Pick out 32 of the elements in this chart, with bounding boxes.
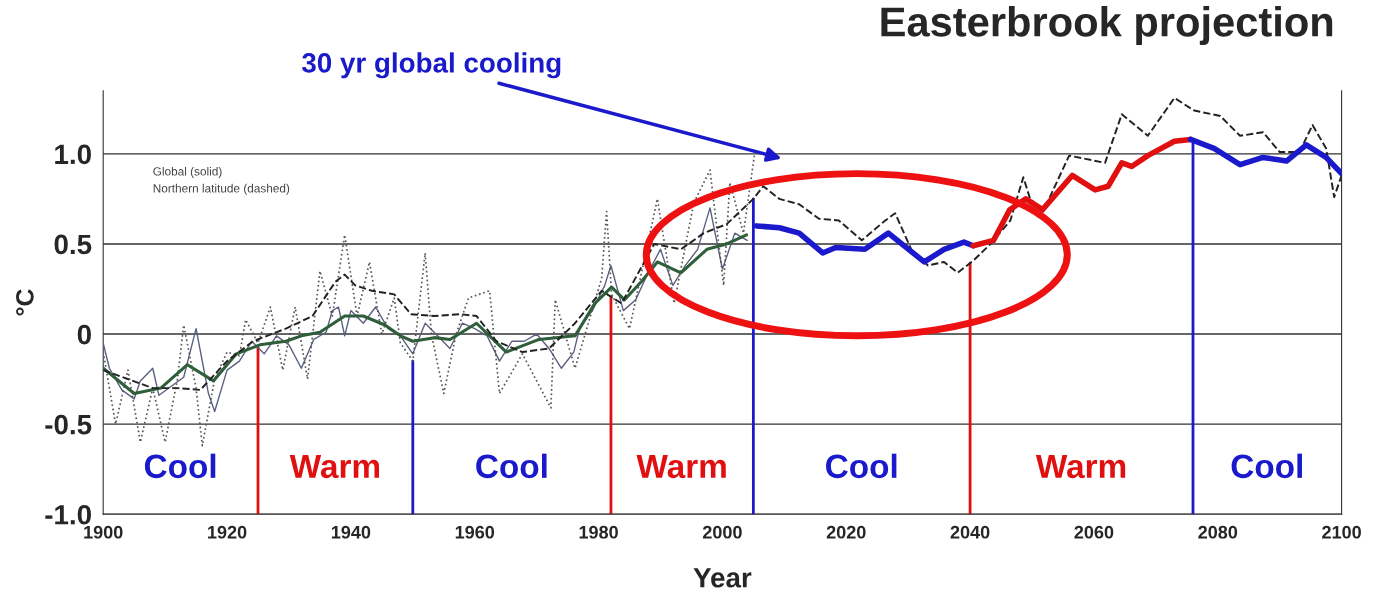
x-tick-label: 2040 bbox=[950, 525, 990, 539]
x-tick-label: 1920 bbox=[208, 525, 247, 539]
y-tick-label: 1.0 bbox=[55, 144, 91, 165]
y-axis-title: °C bbox=[16, 289, 34, 316]
annotation: Warm bbox=[636, 454, 726, 479]
x-tick-label: 1960 bbox=[455, 525, 495, 539]
annotation: Warm bbox=[289, 454, 380, 479]
annotation: Northern latitude (dashed) bbox=[153, 183, 290, 195]
line-series bbox=[103, 233, 749, 396]
y-tick-label: 0 bbox=[77, 324, 91, 345]
y-tick-label: -0.5 bbox=[45, 414, 92, 435]
annotation: Warm bbox=[1035, 454, 1126, 479]
y-tick-label: -1.0 bbox=[45, 504, 91, 525]
text: 30 yr global cooling bbox=[301, 52, 561, 79]
x-axis-title: Year bbox=[693, 568, 752, 588]
annotation: Cool bbox=[476, 453, 547, 479]
annotation: Cool bbox=[1231, 453, 1302, 479]
annotation: Cool bbox=[826, 453, 897, 479]
line-series bbox=[103, 207, 748, 413]
annotation: Global (solid) bbox=[153, 166, 222, 178]
x-tick-label: 1940 bbox=[331, 525, 371, 539]
annotation: Cool bbox=[144, 453, 216, 479]
x-tick-label: 2060 bbox=[1074, 525, 1114, 539]
x-tick-label: 1980 bbox=[579, 525, 618, 539]
chart-title: Easterbrook projection bbox=[881, 6, 1333, 45]
x-tick-label: 2020 bbox=[826, 525, 866, 539]
x-tick-label: 2100 bbox=[1322, 525, 1361, 539]
y-tick-label: 0.5 bbox=[54, 234, 92, 255]
x-tick-label: 2080 bbox=[1198, 525, 1238, 539]
x-tick-label: 2000 bbox=[702, 525, 742, 539]
line-series bbox=[103, 96, 1342, 391]
x-tick-label: 1900 bbox=[84, 525, 123, 539]
